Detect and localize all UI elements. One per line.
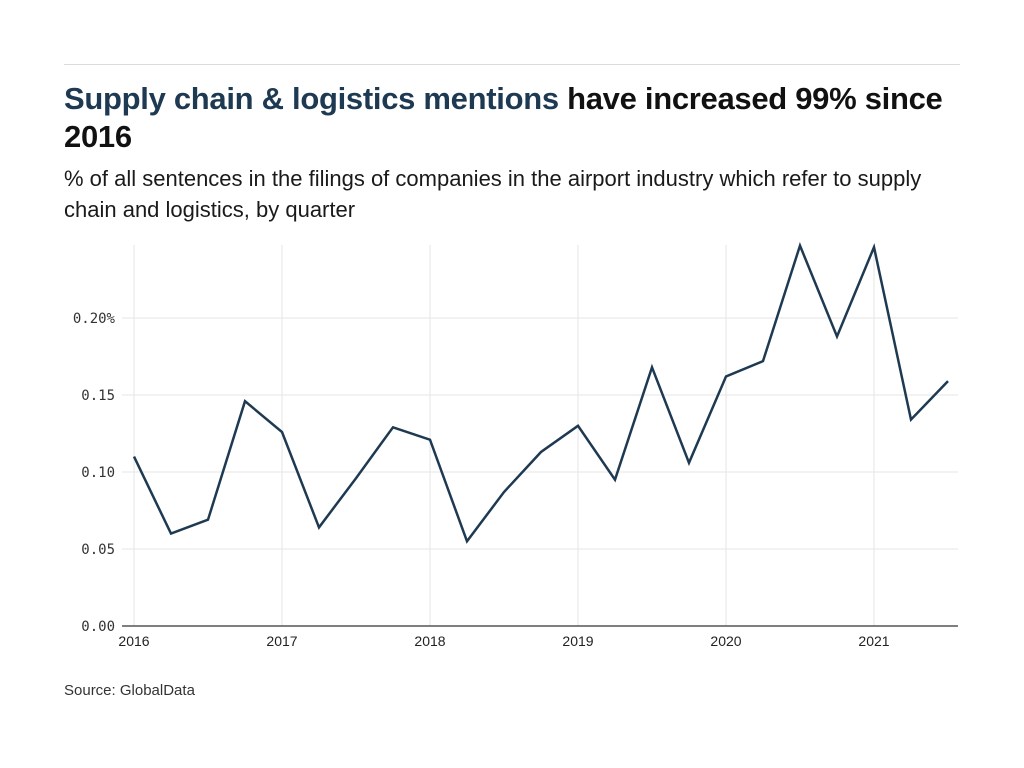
y-tick-label: 0.15 [81,388,115,404]
data-point [577,425,579,427]
top-divider [64,64,960,65]
data-point [318,526,320,528]
data-point [836,335,838,337]
x-tick-label: 2019 [562,633,593,649]
data-point [244,400,246,402]
data-point [651,366,653,368]
y-tick-label: 0.05 [81,542,115,558]
data-point [688,462,690,464]
x-tick-label: 2018 [414,633,445,649]
series-group [132,241,949,544]
data-point [355,477,357,479]
x-tick-label: 2016 [118,633,149,649]
data-point [170,532,172,534]
data-point [207,519,209,521]
x-tick-label: 2021 [858,633,889,649]
y-axis-ticks: 0.00 0.05 0.10 0.15 0.20% [73,311,116,635]
data-point [503,491,505,493]
data-point [133,455,135,457]
chart-subtitle: % of all sentences in the filings of com… [64,166,922,222]
data-point [799,244,801,246]
y-tick-label: 0.10 [81,465,115,481]
data-point [540,451,542,453]
chart-title-accent: Supply chain & logistics mentions [64,81,559,116]
data-point [762,360,764,362]
y-tick-label: 0.00 [81,619,115,635]
data-point [614,479,616,481]
data-point [947,380,949,382]
data-point [466,540,468,542]
y-gridlines [122,317,958,550]
chart-title-rest: have increased 99% since 2016 [64,81,943,154]
x-axis-ticks: 2016 2017 2018 2019 2020 2021 [118,633,889,649]
data-point [392,426,394,428]
y-tick-label: 0.20% [73,311,116,327]
data-point [281,431,283,433]
chart-title: Supply chain & logistics mentions have i… [64,80,964,156]
series-line [132,241,949,544]
data-point [910,418,912,420]
data-point [725,375,727,377]
data-point [873,246,875,248]
x-tick-label: 2020 [710,633,741,649]
source-note: Source: GlobalData [64,682,195,699]
x-tick-label: 2017 [266,633,297,649]
x-gridlines [133,245,875,626]
data-point [429,438,431,440]
